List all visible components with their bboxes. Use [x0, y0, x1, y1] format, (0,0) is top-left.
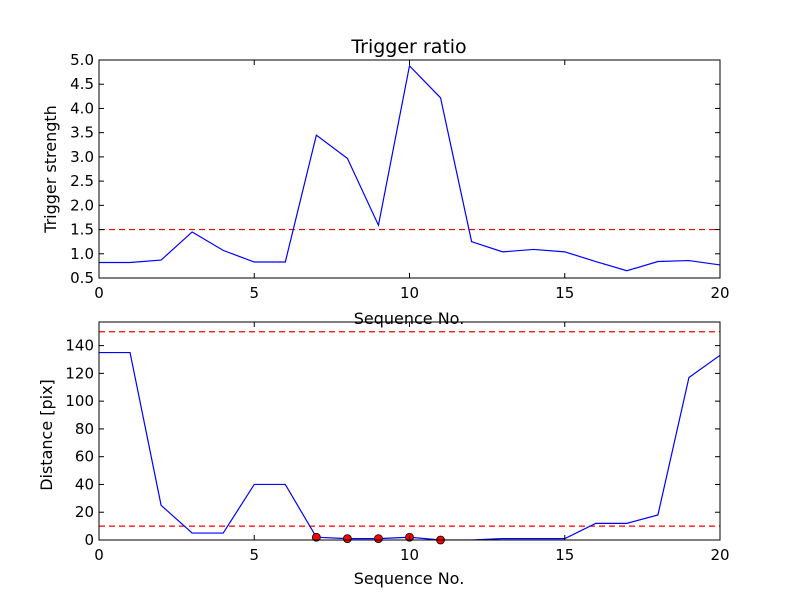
data-marker-1 — [342, 534, 352, 544]
y-tick-label: 3.0 — [70, 148, 94, 166]
x-axis-label: Sequence No. — [354, 569, 465, 588]
y-tick-label: 5.0 — [70, 51, 94, 69]
y-axis-label: Trigger strength — [41, 105, 60, 234]
x-tick-label: 10 — [400, 546, 419, 564]
x-tick-label: 15 — [555, 546, 574, 564]
y-tick-label: 60 — [75, 448, 94, 466]
data-marker-0 — [311, 532, 321, 542]
y-tick-label: 40 — [75, 475, 94, 493]
y-tick-label: 80 — [75, 420, 94, 438]
y-tick-label: 2.0 — [70, 196, 94, 214]
x-tick-label: 0 — [94, 284, 104, 302]
plot-frame — [98, 321, 721, 541]
distance-chart: Distance [pix] Sequence No. 0 5 10 15 20 0 20 4… — [37, 321, 730, 588]
plot-frame — [98, 59, 721, 279]
plot-area: 0 5 10 15 20 0.5 1.0 1.5 2.0 2.5 3.0 3.5 4.0 4.5 5.0 — [70, 51, 729, 302]
x-tick-label: 15 — [555, 284, 574, 302]
chart-title: Trigger ratio — [350, 36, 466, 58]
y-tick-label: 140 — [65, 337, 94, 355]
y-tick-label: 4.0 — [70, 99, 94, 117]
plot-area: 0 5 10 15 20 0 20 40 60 80 100 120 140 — [65, 321, 730, 564]
y-tick-label: 1.5 — [70, 221, 94, 239]
y-axis-label: Distance [pix] — [37, 379, 56, 491]
x-axis-label: Sequence No. — [354, 309, 465, 328]
y-tick-label: 1.0 — [70, 245, 94, 263]
x-tick-label: 10 — [400, 284, 419, 302]
y-tick-label: 4.5 — [70, 75, 94, 93]
y-tick-label: 100 — [65, 392, 94, 410]
x-tick-label: 20 — [710, 284, 729, 302]
x-tick-label: 5 — [249, 546, 259, 564]
series-line — [99, 64, 720, 272]
x-tick-label: 20 — [710, 546, 729, 564]
y-tick-label: 0 — [84, 531, 94, 549]
series-line — [99, 351, 720, 540]
trigger-ratio-chart: Trigger ratio Trigger strength Sequence … — [41, 36, 730, 328]
x-tick-label: 0 — [94, 546, 104, 564]
y-tick-label: 0.5 — [70, 269, 94, 287]
y-tick-label: 2.5 — [70, 172, 94, 190]
data-marker-2 — [374, 534, 383, 544]
y-tick-label: 20 — [75, 503, 94, 521]
y-tick-label: 3.5 — [70, 124, 94, 142]
y-tick-label: 120 — [65, 364, 94, 382]
x-tick-label: 5 — [249, 284, 259, 302]
